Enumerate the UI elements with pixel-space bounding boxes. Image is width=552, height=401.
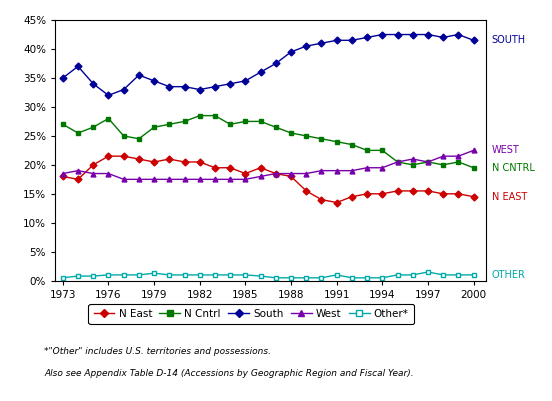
Text: SOUTH: SOUTH xyxy=(492,35,526,45)
Text: *"Other" includes U.S. territories and possessions.: *"Other" includes U.S. territories and p… xyxy=(44,347,271,356)
Text: WEST: WEST xyxy=(492,146,519,155)
Text: OTHER: OTHER xyxy=(492,270,526,280)
Legend: N East, N Cntrl, South, West, Other*: N East, N Cntrl, South, West, Other* xyxy=(88,304,414,324)
Text: N CNTRL: N CNTRL xyxy=(492,163,535,173)
X-axis label: FISCAL YEAR: FISCAL YEAR xyxy=(235,305,306,315)
Text: N EAST: N EAST xyxy=(492,192,527,202)
Text: Also see Appendix Table D-14 (Accessions by Geographic Region and Fiscal Year).: Also see Appendix Table D-14 (Accessions… xyxy=(44,369,414,378)
